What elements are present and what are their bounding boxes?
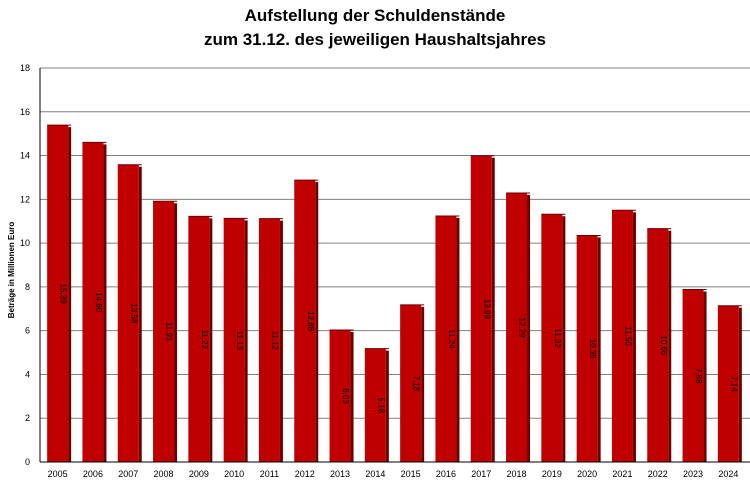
bar-side: [68, 127, 72, 462]
bar-side: [527, 194, 531, 463]
bar: [400, 304, 422, 462]
bar: [258, 218, 280, 462]
gridlines: [40, 67, 750, 419]
data-label: 11,91: [165, 322, 174, 342]
data-label: 10,66: [659, 335, 668, 356]
x-tick-label: 2024: [718, 469, 738, 479]
x-tick-label: 2005: [48, 469, 68, 479]
data-label: 5,18: [376, 398, 385, 414]
y-tick-label: 6: [25, 326, 30, 336]
data-label: 13,99: [482, 299, 491, 320]
y-tick-label: 4: [25, 369, 30, 379]
bar-side: [244, 220, 248, 462]
bar-side: [138, 166, 142, 462]
x-tick-label: 2023: [683, 469, 703, 479]
x-tick-label: 2007: [118, 469, 138, 479]
x-tick-label: 2016: [436, 469, 456, 479]
x-tick-label: 2015: [401, 469, 421, 479]
x-tick-label: 2009: [189, 469, 209, 479]
bar-side: [103, 144, 107, 462]
data-label: 13,58: [129, 303, 138, 324]
bar: [717, 305, 739, 462]
data-label: 7,14: [729, 376, 738, 392]
data-label: 11,50: [623, 326, 632, 346]
x-tick-label: 2011: [260, 469, 279, 479]
bar: [506, 192, 528, 463]
bar: [541, 214, 563, 462]
bar-side: [421, 306, 425, 462]
data-label: 14,60: [94, 292, 103, 313]
bar-side: [456, 217, 460, 462]
bar-side: [597, 237, 601, 462]
y-tick-label: 8: [25, 282, 30, 292]
x-tick-label: 2019: [542, 469, 562, 479]
data-label: 11,22: [200, 329, 209, 349]
y-tick-label: 14: [20, 151, 30, 161]
data-label: 6,03: [341, 388, 350, 404]
y-tick-label: 12: [20, 194, 30, 204]
bar: [153, 201, 175, 462]
bar: [117, 164, 139, 462]
bar-side: [174, 203, 178, 462]
x-tick-label: 2021: [612, 469, 632, 479]
x-tick-label: 2017: [471, 469, 491, 479]
bar-side: [491, 157, 495, 462]
bar-side: [562, 216, 566, 462]
bar: [47, 125, 69, 462]
bar-side: [668, 230, 672, 462]
bar: [188, 216, 210, 462]
bar-side: [350, 332, 354, 462]
x-tick-label: 2013: [330, 469, 350, 479]
bar-side: [385, 350, 389, 462]
x-tick-label: 2010: [224, 469, 244, 479]
bar: [223, 218, 245, 462]
bar: [82, 142, 104, 462]
chart-title: Aufstellung der Schuldenstände: [244, 6, 506, 25]
y-tick-label: 2: [25, 413, 30, 423]
data-label: 12,29: [518, 317, 527, 338]
bar-side: [738, 307, 742, 462]
x-tick-label: 2018: [507, 469, 527, 479]
bar-side: [209, 218, 213, 462]
x-tick-label: 2008: [154, 469, 174, 479]
bar-side: [632, 212, 636, 462]
x-tick-label: 2022: [648, 469, 668, 479]
data-label: 11,24: [447, 329, 456, 349]
bar: [682, 289, 704, 462]
axes: 0 2 4 6 8 10 12 14 16 18 Beträge in Millionen Euro…: [7, 63, 750, 479]
bar: [294, 180, 316, 462]
bar: [435, 215, 457, 462]
data-label: 11,13: [235, 330, 244, 350]
bars: 15,39 14,60 13,58 11,91 11,22 11,13 11,12 12,88…: [47, 124, 742, 463]
bar: [611, 210, 633, 462]
y-tick-label: 18: [20, 63, 30, 73]
y-tick-label: 16: [20, 107, 30, 117]
bar-side: [703, 291, 707, 462]
bar: [470, 155, 492, 462]
bar: [647, 228, 669, 462]
x-tick-label: 2014: [365, 469, 385, 479]
chart-title-block: Aufstellung der Schuldenstände zum 31.12…: [0, 4, 750, 52]
data-label: 15,39: [59, 284, 68, 305]
bar: [329, 330, 351, 462]
chart-subtitle: zum 31.12. des jeweiligen Haushaltsjahre…: [203, 30, 547, 49]
data-label: 12,88: [306, 311, 315, 332]
data-label: 7,18: [412, 376, 421, 392]
y-axis-label: Beträge in Millionen Euro: [7, 222, 16, 319]
x-tick-label: 2020: [577, 469, 597, 479]
data-label: 11,32: [553, 328, 562, 348]
bar-side: [315, 182, 319, 462]
data-label: 10,35: [588, 339, 597, 360]
bar: [576, 235, 598, 462]
y-tick-label: 0: [25, 457, 30, 467]
bar: [364, 348, 386, 462]
x-tick-label: 2006: [83, 469, 103, 479]
bar-side: [279, 220, 283, 462]
y-tick-label: 10: [20, 238, 30, 248]
data-label: 7,88: [694, 368, 703, 384]
data-label: 11,12: [270, 331, 279, 351]
x-tick-label: 2012: [295, 469, 315, 479]
